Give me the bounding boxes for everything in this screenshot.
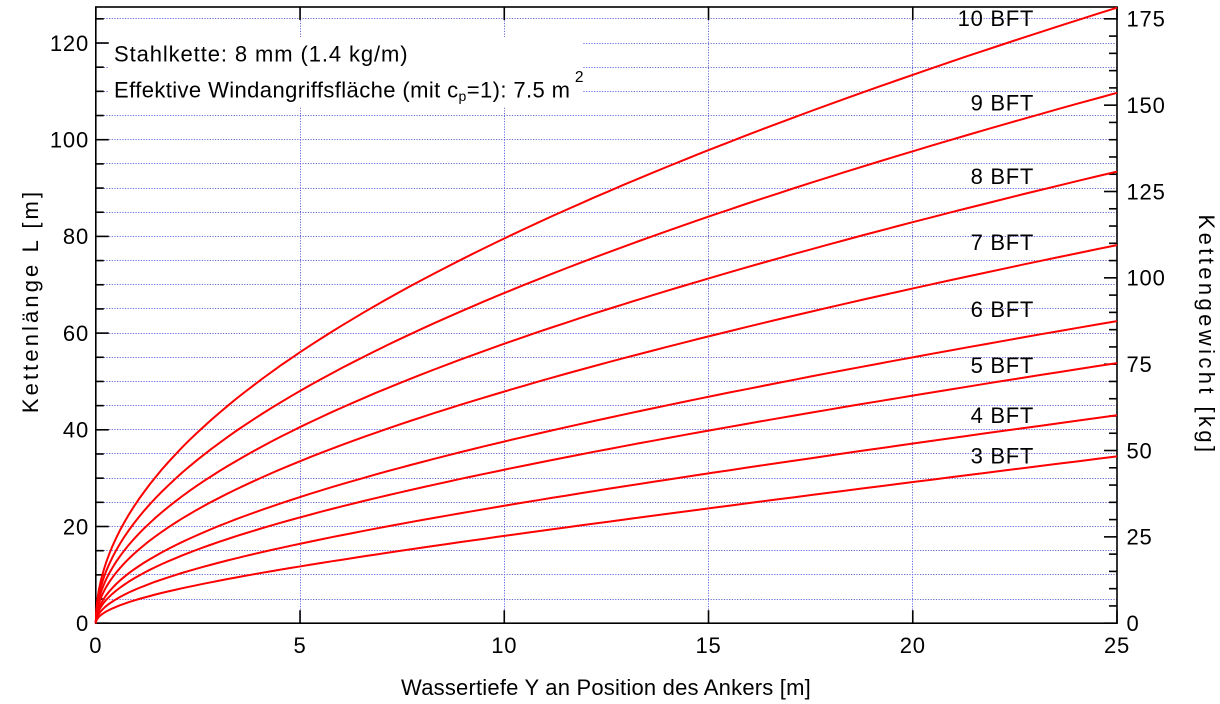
svg-text:6 BFT: 6 BFT [971, 297, 1034, 322]
svg-text:175: 175 [1127, 7, 1166, 32]
svg-text:3 BFT: 3 BFT [971, 444, 1034, 469]
svg-text:75: 75 [1127, 352, 1153, 377]
svg-text:10: 10 [491, 633, 517, 658]
svg-text:4 BFT: 4 BFT [971, 403, 1034, 428]
svg-text:50: 50 [1127, 438, 1153, 463]
svg-text:Stahlkette: 8 mm (1.4 kg/m): Stahlkette: 8 mm (1.4 kg/m) [114, 41, 409, 66]
svg-text:120: 120 [50, 31, 89, 56]
svg-text:25: 25 [1104, 633, 1130, 658]
svg-text:20: 20 [63, 514, 89, 539]
svg-text:20: 20 [900, 633, 926, 658]
svg-text:150: 150 [1127, 93, 1166, 118]
svg-text:40: 40 [63, 418, 89, 443]
svg-text:0: 0 [76, 611, 89, 636]
svg-text:Kettenlänge L [m]: Kettenlänge L [m] [18, 189, 43, 413]
svg-text:5: 5 [293, 633, 306, 658]
svg-text:60: 60 [63, 321, 89, 346]
svg-text:25: 25 [1127, 525, 1153, 550]
svg-text:100: 100 [1127, 266, 1166, 291]
svg-text:9 BFT: 9 BFT [971, 91, 1034, 116]
svg-text:0: 0 [89, 633, 102, 658]
svg-text:Kettengewicht [kg]: Kettengewicht [kg] [1194, 215, 1219, 456]
svg-text:15: 15 [695, 633, 721, 658]
svg-text:5 BFT: 5 BFT [971, 353, 1034, 378]
svg-text:8 BFT: 8 BFT [971, 164, 1034, 189]
svg-text:Wassertiefe Y an Position des: Wassertiefe Y an Position des Ankers [m] [401, 675, 811, 700]
svg-text:80: 80 [63, 224, 89, 249]
svg-text:125: 125 [1127, 179, 1166, 204]
svg-text:10 BFT: 10 BFT [958, 6, 1034, 31]
svg-text:0: 0 [1127, 611, 1140, 636]
svg-text:100: 100 [50, 128, 89, 153]
svg-text:7 BFT: 7 BFT [971, 230, 1034, 255]
